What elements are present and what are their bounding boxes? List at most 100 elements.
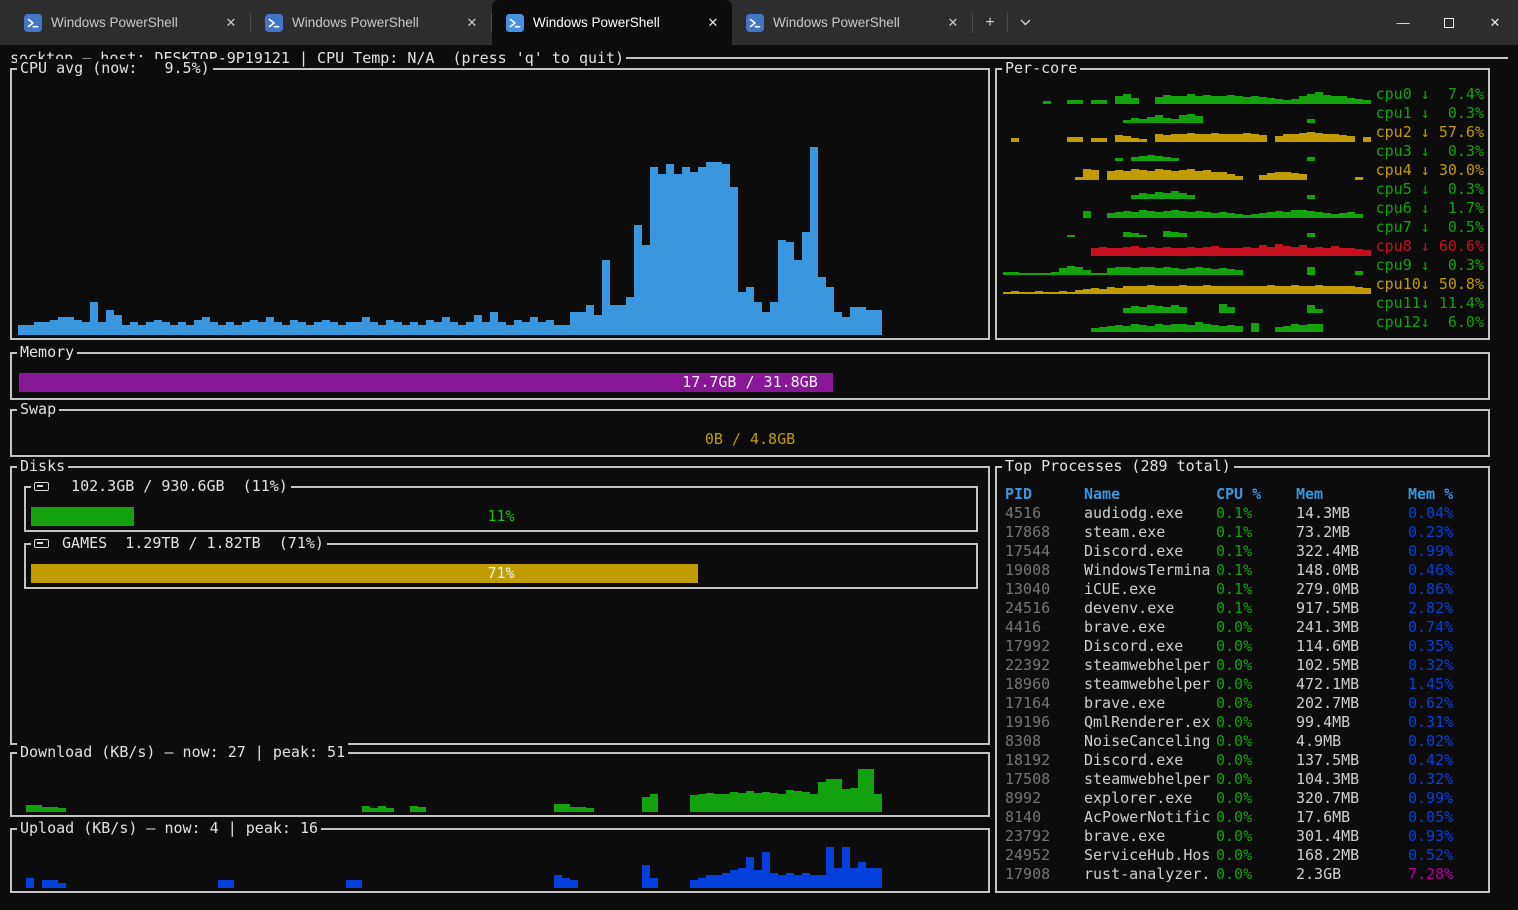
disk-games-title: GAMES 1.29TB / 1.82TB (71%) [53,534,324,552]
process-name: Discord.exe [1084,751,1184,769]
tab-close-icon[interactable]: ✕ [225,14,237,30]
process-pid: 17908 [1005,865,1051,883]
chart-bar [650,877,658,888]
chart-bar [418,324,426,335]
chart-bar [1171,285,1179,294]
tab-windows-powershell-3[interactable]: Windows PowerShell ✕ [732,0,972,45]
chart-bar [1171,210,1179,218]
chart-bar [1235,175,1243,180]
chart-bar [1179,307,1187,313]
chart-bar [34,805,42,812]
chart-bar [1155,134,1163,142]
chart-bar [218,880,226,888]
chart-bar [250,319,258,335]
chart-bar [1163,135,1171,142]
chart-bar [842,847,850,888]
col-name: Name [1084,485,1121,503]
tab-windows-powershell-0[interactable]: Windows PowerShell ✕ [10,0,250,45]
chart-bar [1131,168,1139,180]
tab-close-icon[interactable]: ✕ [466,14,478,30]
chart-bar [1179,247,1187,256]
maximize-button[interactable] [1426,0,1472,45]
process-row-0: 4516 audiodg.exe 0.1% 14.3MB 0.04% [1005,504,1484,523]
chart-bar [82,322,90,335]
tab-windows-powershell-1[interactable]: Windows PowerShell ✕ [251,0,491,45]
chart-bar [842,789,850,812]
core-label: cpu4 ↓ 30.0% [1375,161,1484,179]
chart-bar [578,312,586,335]
chart-bar [722,793,730,812]
chart-bar [1331,95,1339,104]
chart-bar [794,259,802,335]
chart-bar [1131,98,1139,104]
process-row-1: 17868 steam.exe 0.1% 73.2MB 0.23% [1005,523,1484,542]
process-mem-pct: 0.46% [1408,561,1454,579]
tab-close-icon[interactable]: ✕ [947,14,959,30]
chart-bar [1339,96,1347,104]
close-button[interactable]: ✕ [1489,14,1501,30]
chart-bar [1155,192,1163,199]
chart-bar [722,164,730,335]
process-cpu-pct: 0.0% [1216,827,1253,845]
process-mem: 114.6MB [1296,637,1360,655]
chart-bar [1323,94,1331,104]
chart-bar [1155,306,1163,313]
chart-bar [1115,96,1123,104]
chart-bar [1363,250,1371,256]
core-label: cpu12↓ 6.0% [1375,313,1484,331]
chart-bar [1211,171,1219,180]
process-mem: 104.3MB [1296,770,1360,788]
chart-bar [1115,157,1123,161]
chart-bar [794,875,802,888]
chart-bar [1219,96,1227,104]
chart-bar [58,882,66,888]
minimize-button[interactable]: — [1396,15,1410,30]
chart-bar [1235,96,1243,104]
core-row-9: cpu9 ↓ 0.3% [1003,256,1484,275]
chart-bar [714,875,722,888]
process-cpu-pct: 0.1% [1216,599,1253,617]
chart-bar [1179,284,1187,294]
chart-bar [1147,284,1155,294]
process-mem: 301.4MB [1296,827,1360,845]
chart-bar [26,877,34,888]
chart-bar [1171,96,1179,104]
chart-bar [826,778,834,812]
chart-bar [1219,133,1227,142]
process-mem-pct: 0.74% [1408,618,1454,636]
chart-bar [778,794,786,812]
process-mem-pct: 0.32% [1408,656,1454,674]
chart-bar [1035,291,1043,294]
chart-bar [698,166,706,335]
process-pid: 8140 [1005,808,1042,826]
tab-windows-powershell-2[interactable]: Windows PowerShell ✕ [492,0,732,45]
chart-bar [1147,170,1155,180]
chart-bar [1243,214,1251,218]
chart-bar [770,792,778,812]
chart-bar [1123,93,1131,104]
core-row-8: cpu8 ↓ 60.6% [1003,237,1484,256]
chart-bar [642,796,650,812]
chart-bar [1099,326,1107,332]
tab-close-icon[interactable]: ✕ [707,14,719,30]
new-tab-button[interactable]: + [985,13,995,31]
window-controls: — ✕ [1380,0,1518,45]
chart-bar [874,794,882,812]
process-row-10: 17164 brave.exe 0.0% 202.7MB 0.62% [1005,694,1484,713]
chart-bar [818,277,826,335]
chart-bar [674,174,682,335]
chart-bar [1147,211,1155,218]
chart-bar [746,857,754,888]
chart-bar [618,304,626,335]
chart-bar [1187,113,1195,123]
chart-bar [1347,98,1355,104]
chart-bar [1227,285,1235,294]
chart-bar [1179,115,1187,123]
chart-bar [50,319,58,335]
chart-bar [1123,170,1131,180]
process-mem: 320.7MB [1296,789,1360,807]
chart-bar [1291,246,1299,256]
tab-dropdown-button[interactable] [1008,0,1042,45]
core-label: cpu11↓ 11.4% [1375,294,1484,312]
title-bar: Windows PowerShell ✕ Windows PowerShell ✕ Wi… [0,0,1518,45]
